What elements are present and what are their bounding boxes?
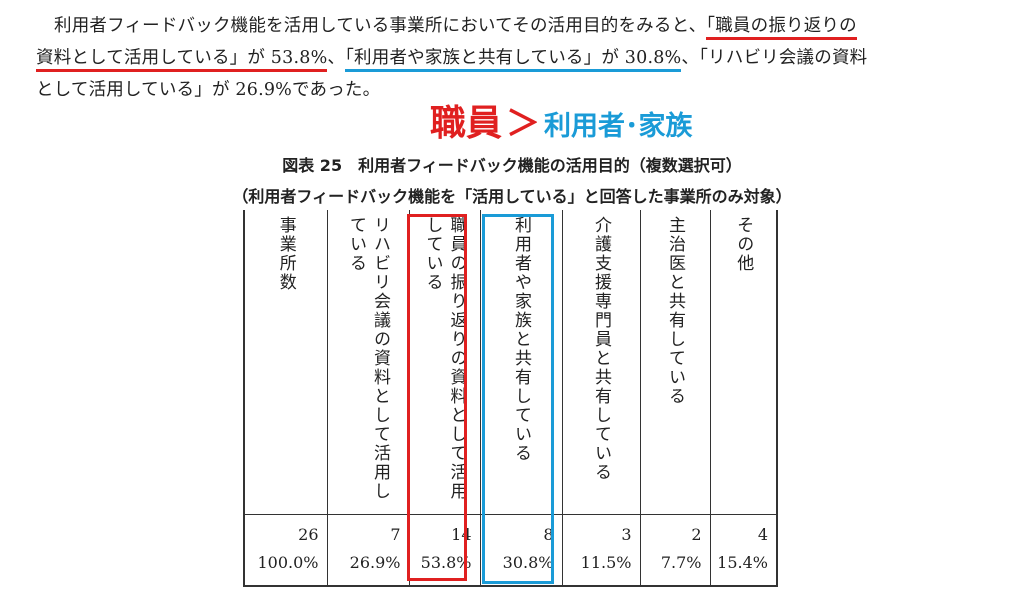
paragraph-text: 、「リハビリ会議の資料 [681,48,868,68]
highlight-box-family-column [482,214,554,584]
paragraph-text: 、 [327,48,346,68]
header-staff-review: 職員の振り返りの資料として活用している [422,216,467,501]
body-paragraph: 利用者フィードバック機能を活用している事業所においてその活用目的をみると、「職員… [36,10,996,106]
paragraph-line-1: 利用者フィードバック機能を活用している事業所においてその活用目的をみると、「職員… [36,10,996,42]
header-rehab-meeting: リハビリ会議の資料として活用している [346,216,390,501]
underlined-staff-phrase: 「職員の振り返りの [706,16,857,40]
underlined-staff-value: 資料として活用している」が 53.8% [36,48,328,72]
header-cell: その他 [709,210,778,515]
header-share-physician: 主治医と共有している [665,216,685,406]
paragraph-line-2: 資料として活用している」が 53.8%、「利用者や家族と共有している」が 30.… [36,42,996,74]
paragraph-text: 利用者フィードバック機能を活用している事業所においてその活用目的をみると、 [54,16,707,36]
callout-greater-than-symbol: ＞ [506,104,541,144]
paragraph-line-3: として活用している」が 26.9%であった。 [36,80,381,100]
results-table: 事業所数 リハビリ会議の資料として活用している 職員の振り返りの資料として活用し… [243,210,778,587]
callout-users-family-label: 利用者･家族 [544,111,693,142]
count-cell: 7 [326,514,410,553]
header-share-care-manager: 介護支援専門員と共有している [591,216,611,482]
header-cell: 職員の振り返りの資料として活用している [408,210,481,515]
figure-caption-subtitle: （利用者フィードバック機能を「活用している」と回答した事業所のみ対象） [232,187,792,206]
header-other: その他 [733,216,754,273]
count-cell: 2 [639,514,711,553]
percent-cell: 100.0% [243,553,328,587]
header-cell: 利用者や家族と共有している [479,210,563,515]
header-cell: 事業所数 [243,210,328,515]
count-cell: 4 [709,514,778,553]
count-cell: 3 [561,514,641,553]
percent-cell: 53.8% [408,553,481,587]
table-header-row: 事業所数 リハビリ会議の資料として活用している 職員の振り返りの資料として活用し… [243,210,778,515]
comparison-callout: 職員＞利用者･家族 [430,94,693,146]
header-share-family: 利用者や家族と共有している [511,216,531,463]
percent-cell: 26.9% [326,553,410,587]
header-cell: 介護支援専門員と共有している [561,210,641,515]
count-cell: 8 [479,514,563,553]
figure-caption-title: 図表 25 利用者フィードバック機能の活用目的（複数選択可） [282,156,742,175]
header-offices: 事業所数 [275,216,296,292]
header-cell: 主治医と共有している [639,210,711,515]
highlight-box-staff-column [407,214,467,581]
count-cell: 26 [243,514,328,553]
percent-cell: 7.7% [639,553,711,587]
percent-cell: 15.4% [709,553,778,587]
callout-staff-label: 職員 [430,103,503,144]
header-cell: リハビリ会議の資料として活用している [326,210,410,515]
underlined-family-phrase: 「利用者や家族と共有している」が 30.8% [345,48,682,72]
percent-cell: 11.5% [561,553,641,587]
